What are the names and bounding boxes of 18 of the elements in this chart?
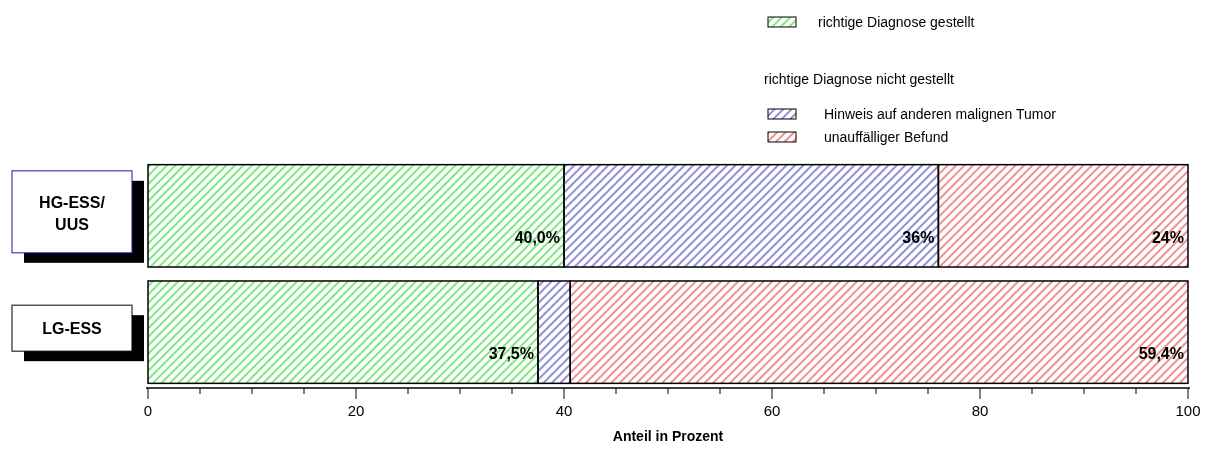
data-label: 59,4%	[1138, 345, 1184, 363]
legend-label: unauffälliger Befund	[824, 129, 949, 145]
x-tick-label: 60	[763, 402, 781, 419]
legend-label: Hinweis auf anderen malignen Tumor	[824, 106, 1057, 122]
text: richtige Diagnose nicht gestellt	[764, 71, 954, 87]
data-label: 40,0%	[514, 229, 560, 247]
x-tick-label: 20	[347, 402, 365, 419]
x-tick-label: 40	[555, 402, 573, 419]
x-tick-label: 80	[971, 402, 989, 419]
x-tick-label: 100	[1175, 402, 1201, 419]
data-label: 24%	[1151, 229, 1184, 247]
y-tick-label: LG-ESS	[42, 320, 103, 338]
data-label: 37,5%	[488, 345, 534, 363]
data-label: 36%	[902, 229, 935, 247]
x-axis-title: Anteil in Prozent	[612, 428, 724, 444]
y-tick-label: HG-ESS/ UUS	[39, 193, 106, 233]
legend-label: richtige Diagnose gestellt	[818, 14, 975, 30]
x-tick-label: 0	[143, 402, 153, 419]
